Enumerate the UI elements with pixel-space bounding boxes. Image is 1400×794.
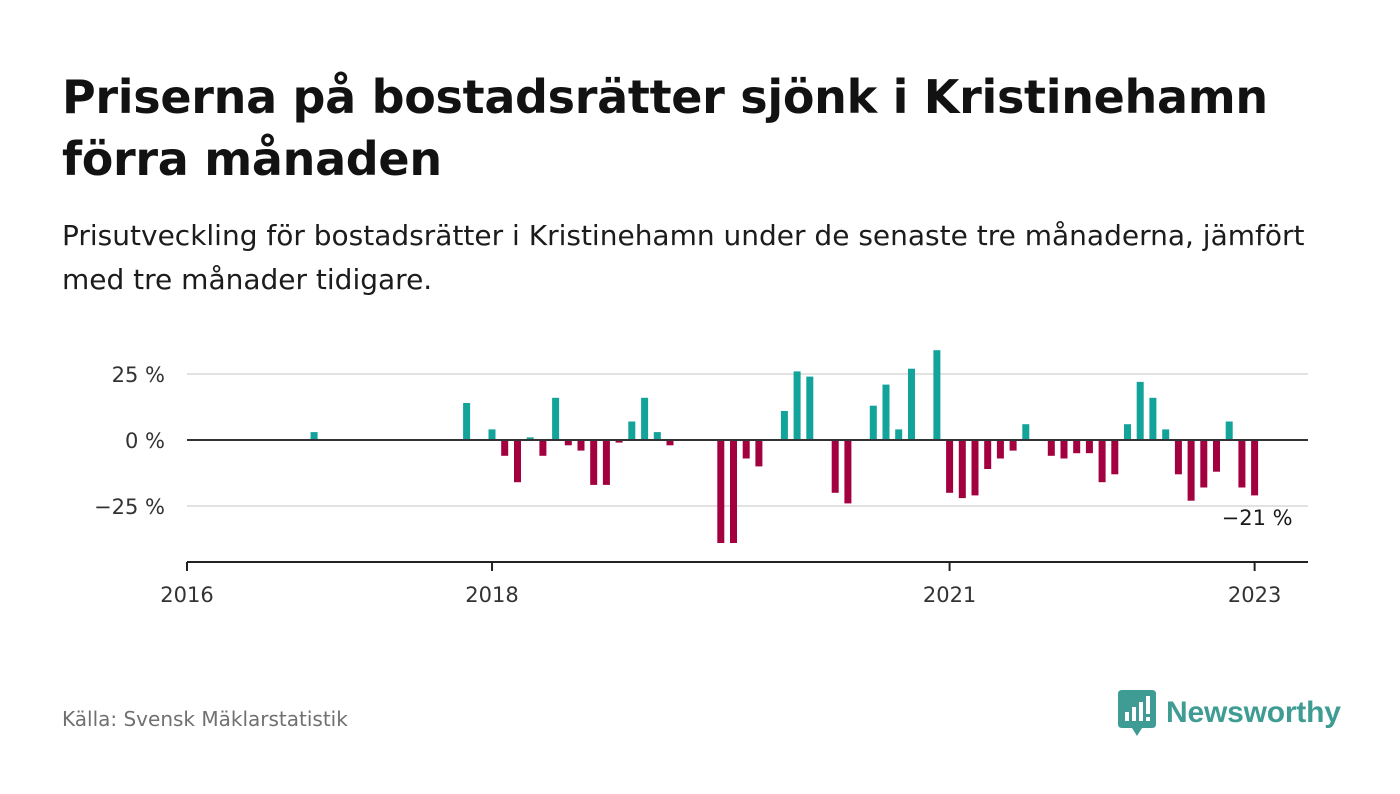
y-tick-label: 25 % [112, 363, 165, 387]
bar-2020-02 [806, 376, 814, 440]
bar-2021-01 [946, 440, 954, 493]
bar-2021-03 [971, 440, 979, 496]
y-axis-labels: 25 % 0 % −25 % [94, 363, 165, 519]
y-tick-label: −25 % [94, 495, 165, 519]
x-tick-label: 2021 [923, 583, 976, 607]
bar-2019-10 [755, 440, 763, 467]
bar-2018-01 [488, 429, 496, 440]
chart-subtitle: Prisutveckling för bostadsrätter i Krist… [62, 219, 1305, 296]
bar-2020-01 [793, 371, 801, 440]
bar-2016-11 [310, 432, 318, 440]
bar-2022-02 [1111, 440, 1119, 475]
bar-2019-07 [717, 440, 725, 543]
bar-2022-12 [1238, 440, 1246, 488]
brand-name: Newsworthy [1166, 696, 1341, 729]
bar-2017-11 [463, 403, 471, 440]
source-note: Källa: Svensk Mäklarstatistik [62, 707, 348, 731]
bar-2020-04 [831, 440, 839, 493]
bar-2021-06 [1009, 440, 1017, 451]
bar-2018-02 [501, 440, 509, 456]
bar-2022-01 [1098, 440, 1106, 483]
bar-2018-07 [564, 440, 572, 446]
bar-2019-01 [641, 397, 649, 440]
bar-2018-06 [552, 397, 560, 440]
bar-2022-07 [1174, 440, 1182, 475]
y-tick-label: 0 % [125, 429, 165, 453]
bar-2018-05 [539, 440, 547, 456]
bar-2020-12 [933, 350, 941, 440]
bar-2019-09 [742, 440, 750, 459]
bar-2018-03 [514, 440, 521, 483]
x-axis: 2016 2018 2021 2023 [160, 561, 1308, 607]
bar-2022-06 [1162, 429, 1170, 440]
bar-2021-10 [1060, 440, 1068, 459]
bar-2020-07 [869, 405, 877, 440]
bar-2021-05 [996, 440, 1004, 459]
bar-2019-12 [780, 411, 788, 440]
bar-2018-09 [590, 440, 598, 485]
bar-2021-11 [1073, 440, 1081, 454]
annotation: −21 % [1222, 506, 1293, 530]
bar-2022-10 [1213, 440, 1220, 472]
bar-2019-08 [730, 440, 737, 543]
chart-title: Priserna på bostadsrätter sjönk i Kristi… [62, 70, 1268, 186]
bar-2018-11 [615, 440, 623, 443]
x-tick-label: 2018 [465, 583, 518, 607]
bar-2020-09 [895, 429, 903, 440]
bar-2020-10 [908, 368, 915, 440]
bar-2022-08 [1187, 440, 1195, 501]
bar-2022-11 [1225, 421, 1233, 440]
bar-2021-07 [1022, 424, 1030, 440]
gridlines [187, 373, 1308, 507]
bar-2021-02 [958, 440, 966, 499]
bar-2020-05 [844, 440, 852, 504]
bar-2020-08 [882, 384, 890, 440]
bar-2021-09 [1047, 440, 1055, 456]
bar-2018-04 [526, 437, 534, 440]
bar-2022-04 [1136, 381, 1144, 440]
bars [310, 350, 1259, 543]
x-tick-label: 2016 [160, 583, 213, 607]
x-tick-label: 2023 [1228, 583, 1281, 607]
bar-2023-01 [1251, 440, 1259, 496]
bar-2019-03 [666, 440, 674, 446]
bar-2021-04 [984, 440, 992, 469]
last-value-label: −21 % [1222, 506, 1293, 530]
bar-2019-02 [653, 432, 661, 440]
bar-2022-05 [1149, 397, 1157, 440]
newsworthy-logo: Newsworthy [1118, 690, 1341, 736]
bar-2022-09 [1200, 440, 1208, 488]
bar-2022-03 [1124, 424, 1131, 440]
bar-2018-10 [602, 440, 610, 485]
bar-2018-08 [577, 440, 585, 451]
bar-2018-12 [628, 421, 636, 440]
newsworthy-logo-icon [1118, 690, 1156, 736]
bar-2021-12 [1085, 440, 1093, 454]
